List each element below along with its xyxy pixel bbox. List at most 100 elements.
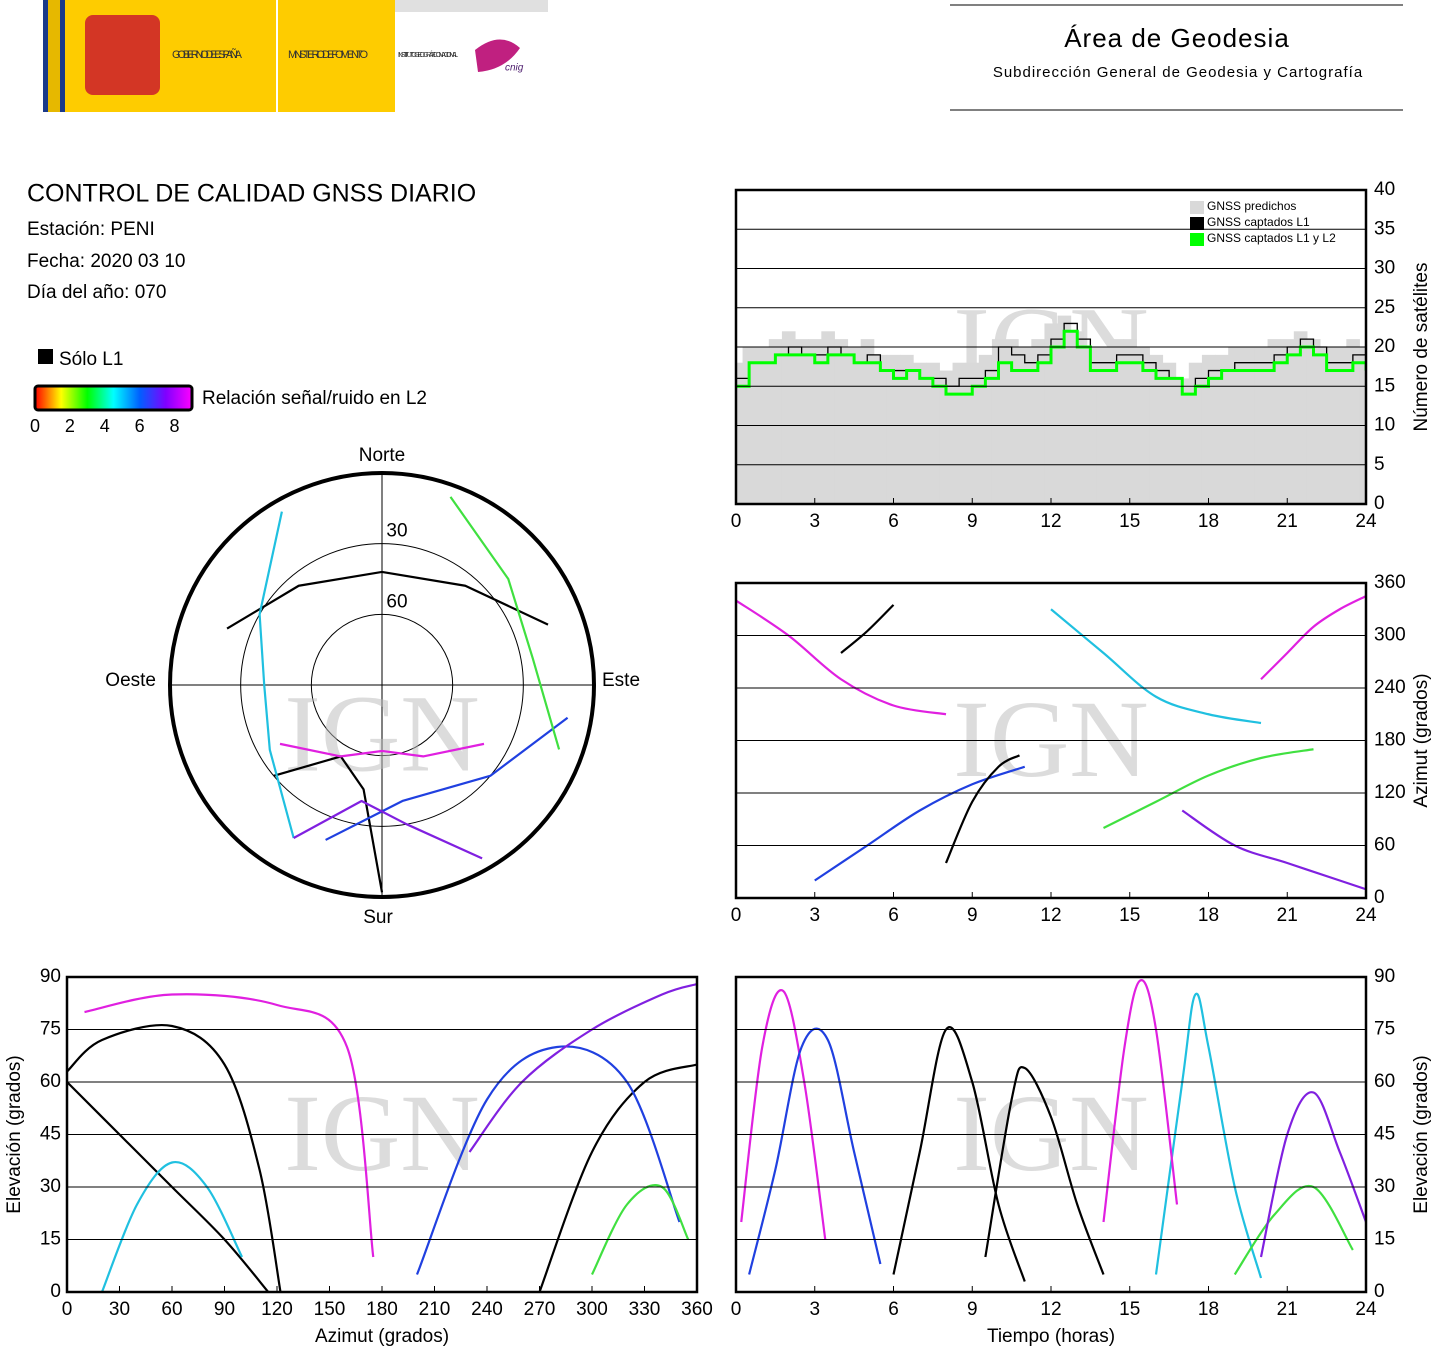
track — [1181, 809, 1366, 891]
track — [1103, 748, 1314, 829]
colorbar-tick-label: 4 — [100, 416, 110, 436]
y-tick-label: 90 — [40, 966, 61, 987]
x-tick-label: 120 — [261, 1299, 293, 1320]
y-axis-label: Elevación (grados) — [4, 1055, 25, 1213]
y-tick-label: 35 — [1374, 218, 1395, 239]
report-info: Día del año: 070 — [27, 282, 166, 303]
x-axis-label: Tiempo (horas) — [987, 1326, 1115, 1347]
y-tick-label: 10 — [1374, 415, 1395, 436]
logo-text: MINISTERIO DE FOMENTO — [288, 49, 368, 61]
track — [415, 1045, 681, 1275]
x-tick-label: 18 — [1198, 511, 1219, 532]
direction-label: Oeste — [105, 670, 156, 691]
y-tick-label: 240 — [1374, 677, 1406, 698]
x-tick-label: 360 — [681, 1299, 713, 1320]
x-tick-label: 18 — [1198, 905, 1219, 926]
track — [1260, 595, 1366, 681]
x-tick-label: 9 — [967, 905, 978, 926]
bar — [1110, 339, 1124, 504]
x-tick-label: 18 — [1198, 1299, 1219, 1320]
logo-mark — [475, 39, 520, 72]
track — [293, 799, 483, 860]
y-tick-label: 30 — [1374, 258, 1395, 279]
x-tick-label: 15 — [1119, 905, 1140, 926]
colorbar — [33, 384, 194, 412]
colorbar-tick-label: 2 — [65, 416, 75, 436]
track — [740, 989, 827, 1240]
track — [279, 742, 485, 758]
polar-frame — [168, 471, 596, 899]
logo-flag-stripe — [48, 0, 60, 112]
y-tick-label: 45 — [40, 1124, 61, 1145]
x-tick-label: 300 — [576, 1299, 608, 1320]
x-tick-label: 21 — [1277, 905, 1298, 926]
track — [944, 754, 1021, 864]
logo: GOBIERNO DE ESPAÑA MINISTERIO DE FOMENTO… — [43, 0, 548, 112]
x-tick-label: 9 — [967, 1299, 978, 1320]
x-tick-label: 24 — [1355, 905, 1377, 926]
y-tick-label: 15 — [40, 1229, 61, 1250]
track — [273, 755, 384, 893]
watermark: IGN — [284, 1072, 480, 1194]
bar — [1175, 378, 1190, 504]
x-tick-label: 180 — [366, 1299, 398, 1320]
bar — [913, 362, 927, 504]
bar — [1201, 354, 1216, 504]
bar — [768, 339, 783, 504]
track — [84, 993, 375, 1258]
x-tick-label: 9 — [967, 511, 978, 532]
report-info: Estación: PENI — [27, 219, 155, 240]
bar — [1057, 315, 1072, 504]
y-tick-label: 60 — [1374, 835, 1395, 856]
bar — [939, 370, 954, 504]
bar — [1346, 339, 1360, 504]
x-tick-label: 12 — [1040, 905, 1061, 926]
y-tick-label: 5 — [1374, 454, 1385, 475]
x-tick-label: 24 — [1355, 511, 1377, 532]
y-tick-label: 120 — [1374, 782, 1406, 803]
x-tick-label: 3 — [809, 905, 820, 926]
chart-panel: IGN036912151821240510152025303540Número … — [731, 179, 1432, 532]
bar — [808, 339, 822, 504]
y-tick-label: 300 — [1374, 625, 1406, 646]
x-tick-label: 240 — [471, 1299, 503, 1320]
bar — [1162, 362, 1177, 504]
bar — [860, 339, 875, 504]
bar — [736, 362, 744, 504]
track — [736, 599, 947, 716]
bar — [991, 339, 1006, 504]
y-tick-label: 60 — [40, 1071, 61, 1092]
y-tick-label: 15 — [1374, 1229, 1395, 1250]
bar — [886, 354, 901, 504]
x-tick-label: 0 — [731, 1299, 742, 1320]
bar — [926, 362, 940, 504]
bar — [1188, 362, 1203, 504]
legend-label: GNSS predichos — [1207, 199, 1296, 213]
report-title: CONTROL DE CALIDAD GNSS DIARIO — [27, 180, 476, 208]
y-tick-label: 30 — [40, 1176, 61, 1197]
x-tick-label: 12 — [1040, 1299, 1061, 1320]
track — [1154, 992, 1263, 1279]
x-tick-label: 30 — [109, 1299, 130, 1320]
x-tick-label: 270 — [524, 1299, 556, 1320]
track — [984, 1066, 1105, 1275]
watermark: IGN — [953, 1072, 1149, 1194]
legend-swatch — [1190, 233, 1204, 246]
y-tick-label: 90 — [1374, 966, 1395, 987]
colorbar-tick-label: 0 — [30, 416, 40, 436]
legend-swatch — [1190, 217, 1204, 230]
logo-shield — [85, 15, 160, 95]
y-tick-label: 30 — [1374, 1176, 1395, 1197]
track — [468, 982, 697, 1153]
bar — [1005, 339, 1019, 504]
x-tick-label: 24 — [1355, 1299, 1377, 1320]
y-tick-label: 75 — [40, 1019, 61, 1040]
bar — [1149, 354, 1164, 504]
colorbar-tick-label: 6 — [135, 416, 145, 436]
track — [325, 716, 569, 841]
track — [100, 1160, 243, 1292]
track — [892, 1026, 1026, 1282]
bar — [821, 331, 835, 504]
x-tick-label: 0 — [731, 511, 742, 532]
